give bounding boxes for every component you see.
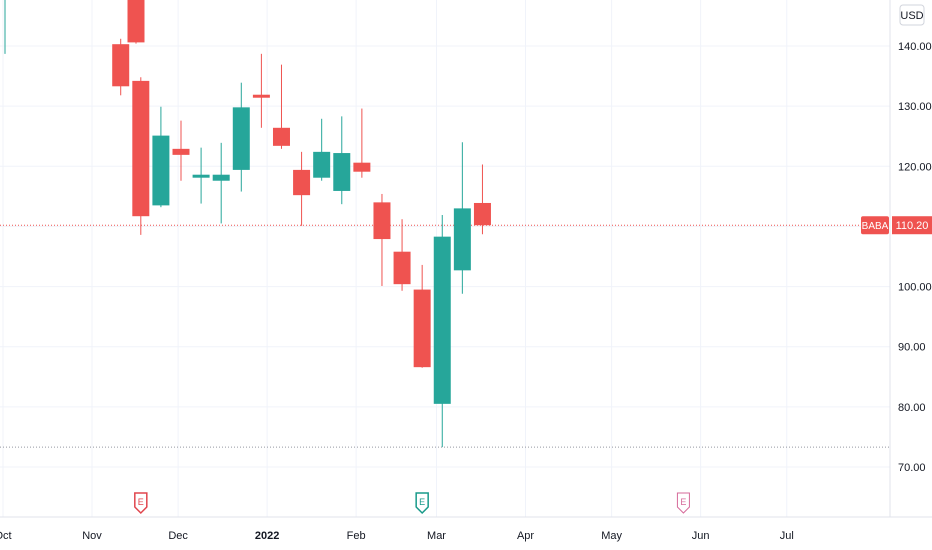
candle-2022-02-14 (393, 219, 411, 291)
candle-2021-11-22 (152, 106, 170, 208)
x-tick-label: Apr (517, 530, 534, 542)
candle-2021-11-29 (172, 120, 190, 181)
y-tick-label: 120.00 (898, 161, 932, 173)
candle-body-2022-01-03 (272, 127, 290, 146)
time-axis[interactable]: Oct Nov Dec 2022 Feb Mar Apr May Jun Jul (0, 516, 932, 550)
candle-2021-12-27 (252, 53, 270, 128)
candle-2022-02-07 (373, 193, 391, 286)
candle-2021-11-08 (112, 38, 130, 96)
candle-body-2021-12-06 (192, 174, 210, 178)
candle-2022-02-21 (413, 264, 431, 368)
candle-body-2022-01-17 (313, 151, 331, 178)
last-price-label: 110.20 (896, 220, 929, 232)
candle-body-2021-12-20 (232, 107, 250, 170)
x-tick-label: Dec (168, 530, 188, 542)
y-tick-label: 80.00 (898, 402, 926, 414)
y-tick-label: 100.00 (898, 282, 932, 294)
candle-body-2021-11-08 (112, 44, 130, 87)
symbol-label: BABA (862, 221, 889, 232)
symbol-tag (861, 216, 889, 235)
x-tick-label: Jun (692, 530, 710, 542)
x-tick-label: Jul (780, 530, 794, 542)
candle-2022-01-24 (333, 116, 351, 205)
candle-body-2022-01-10 (293, 169, 311, 196)
candle-body-2021-12-13 (212, 174, 230, 181)
earnings-label: E (138, 497, 144, 507)
price-axis[interactable]: USD140.00130.00120.00110.00100.0090.0080… (861, 0, 932, 550)
x-tick-label: Oct (0, 530, 12, 542)
candle-2021-12-20 (232, 82, 250, 192)
earnings-label: E (419, 497, 425, 507)
currency-button[interactable]: USD (899, 4, 925, 26)
earnings-badge (415, 492, 429, 515)
candle-body-2021-11-01 (127, 0, 145, 43)
currency-label: USD (900, 10, 923, 22)
candle-2022-01-03 (272, 64, 290, 149)
earnings-marker-icon: E (676, 492, 690, 514)
candle-2021-11-15 (132, 77, 150, 235)
candles (4, 0, 491, 448)
time-axis-bg (0, 517, 932, 550)
candle-2022-03-07 (453, 142, 471, 294)
candle-2021-11-01 (127, 0, 145, 44)
candle-2021-12-06 (192, 147, 210, 204)
earnings-label: E (680, 497, 686, 507)
candle-2022-01-17 (313, 118, 331, 181)
last-price-tag (892, 216, 932, 235)
candle-body-2022-01-31 (353, 162, 371, 172)
x-tick-label: May (601, 530, 622, 542)
candle-body-2021-11-22 (152, 135, 170, 206)
candle-body-2021-11-29 (172, 148, 190, 155)
x-tick-label: Mar (427, 530, 446, 542)
earnings-marker-icon: E (134, 492, 148, 515)
candle-2022-02-28 (433, 215, 451, 448)
candle-body-2022-02-14 (393, 251, 411, 285)
candle-2022-03-14 (473, 164, 491, 235)
x-tick-label: Feb (347, 530, 366, 542)
candle-body-2022-01-24 (333, 153, 351, 191)
earnings-marker-icon: E (415, 492, 429, 515)
dotted-levels (0, 224, 890, 448)
currency-button-frame (899, 4, 925, 26)
y-tick-label: 130.00 (898, 101, 932, 113)
price-axis-bg (890, 0, 932, 550)
x-tick-label: Nov (82, 530, 102, 542)
y-tick-label: 70.00 (898, 462, 926, 474)
candle-body-2021-12-27 (252, 94, 270, 98)
candle-body-2022-02-07 (373, 202, 391, 240)
y-tick-label: 140.00 (898, 41, 932, 53)
earnings-badge (134, 492, 148, 515)
candle-2021-10-01 (4, 0, 6, 54)
candle-body-2022-02-28 (433, 236, 451, 404)
candle-2021-12-13 (212, 142, 230, 224)
earnings-badge (676, 492, 690, 514)
y-tick-label: 90.00 (898, 342, 926, 354)
candle-body-2022-02-21 (413, 289, 431, 368)
candle-2022-01-10 (293, 151, 311, 226)
candle-2022-01-31 (353, 108, 371, 178)
candle-body-2021-11-15 (132, 80, 150, 217)
x-tick-label: 2022 (255, 530, 279, 542)
candle-body-2022-03-14 (473, 202, 491, 226)
candle-body-2022-03-07 (453, 208, 471, 271)
